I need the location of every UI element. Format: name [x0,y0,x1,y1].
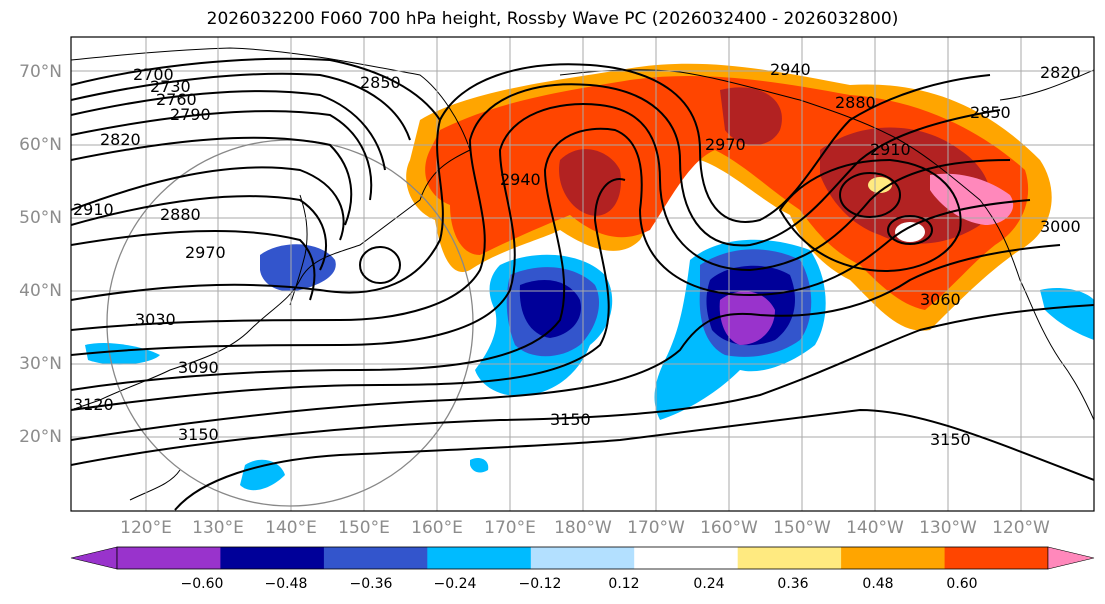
colorbar-extend-high [1047,546,1095,570]
colorbar-tick-label: 0.24 [693,576,725,592]
colorbar-segment [634,547,739,569]
colorbar-tick-label: 0.60 [946,576,978,592]
contour-label: 3090 [178,358,219,377]
lon-label: 170°E [484,518,536,538]
colorbar-tick-label: −0.48 [264,576,308,592]
lon-label: 160°E [411,518,463,538]
negative-anomaly-shading [85,239,1094,491]
contour-label: 2730 [150,77,191,96]
contour-label: 2940 [770,60,811,79]
contour-label: 3000 [1040,217,1081,236]
contour-label: 2880 [835,93,876,112]
contour-label: 3150 [550,410,591,429]
colorbar-segment [323,547,428,569]
lat-label: 70°N [19,62,62,82]
lon-label: 160°W [700,518,758,538]
contour-labels: 2700 2730 2760 2790 2820 2850 2880 2910 … [73,60,1081,449]
colorbar-segment [220,547,325,569]
lat-label: 40°N [19,281,62,301]
colorbar-segment [737,547,842,569]
graticule [71,37,1094,511]
colorbar-tick-label: −0.60 [180,576,224,592]
contour-label: 2820 [1040,63,1081,82]
colorbar-segment [841,547,946,569]
lat-label: 60°N [19,135,62,155]
map-plot-area [71,37,1094,511]
colorbar-tick-label: 0.48 [862,576,894,592]
contour-label: 3030 [135,310,176,329]
contour-label: 2910 [73,200,114,219]
lon-label: 130°E [192,518,244,538]
colorbar [70,546,1095,570]
height-contours [71,57,1094,511]
contour-label: 2910 [870,140,911,159]
contour-label: 2850 [360,73,401,92]
lon-label: 140°W [846,518,904,538]
colorbar-tick-label: 0.12 [608,576,640,592]
lon-label: 140°E [265,518,317,538]
lon-label: 120°E [120,518,172,538]
lon-label: 180°W [554,518,612,538]
contour-label: 2700 [133,65,174,84]
colorbar-tick-label: −0.12 [518,576,562,592]
lon-label: 150°W [773,518,831,538]
lon-label: 170°W [627,518,685,538]
lon-label: 120°W [992,518,1050,538]
contour-label: 2820 [100,130,141,149]
colorbar-segment [944,547,1049,569]
contour-label: 3120 [73,395,114,414]
map-frame [70,36,1095,512]
map-title: 2026032200 F060 700 hPa height, Rossby W… [206,9,899,29]
contour-label: 2970 [185,243,226,262]
colorbar-segment [117,547,221,569]
lat-label: 20°N [19,427,62,447]
contour-label: 2850 [970,103,1011,122]
contour-label: 3150 [930,430,971,449]
colorbar-tick-label: −0.36 [349,576,393,592]
colorbar-extend-low [70,546,118,570]
lon-label: 130°W [919,518,977,538]
contour-label: 3060 [920,290,961,309]
lat-label: 50°N [19,208,62,228]
contour-label: 2880 [160,205,201,224]
contour-label: 3150 [178,425,219,444]
lon-label: 150°E [338,518,390,538]
colorbar-tick-label: 0.36 [777,576,809,592]
contour-label: 2760 [156,90,197,109]
lat-label: 30°N [19,354,62,374]
contour-label: 2940 [500,170,541,189]
colorbar-segment [427,547,532,569]
contour-label: 2970 [705,135,746,154]
colorbar-segment [530,547,635,569]
positive-anomaly-shading [406,63,1052,331]
contour-label: 2790 [170,105,211,124]
colorbar-tick-label: −0.24 [433,576,477,592]
